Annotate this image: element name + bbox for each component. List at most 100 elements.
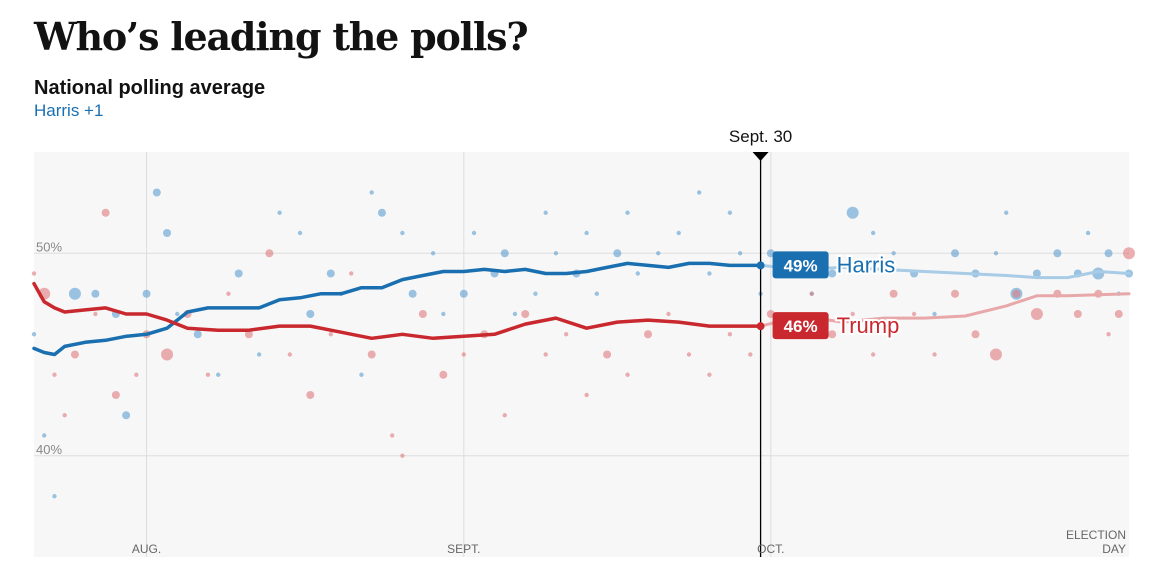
endpoint-trump <box>756 322 765 331</box>
x-tick-label: OCT. <box>757 542 784 556</box>
poll-dot-harris <box>430 251 436 256</box>
poll-dot-trump <box>932 352 937 357</box>
chart-title: Who’s leading the polls? <box>34 14 529 59</box>
poll-dot-harris <box>122 411 131 420</box>
poll-dot-harris <box>543 210 548 215</box>
poll-dot-trump <box>418 310 427 318</box>
poll-dot-harris <box>459 289 468 298</box>
poll-dot-harris <box>512 311 518 317</box>
poll-dot-harris <box>377 208 386 217</box>
poll-dot-harris <box>676 230 681 236</box>
poll-dot-harris <box>471 230 477 236</box>
poll-dot-harris <box>163 229 172 237</box>
poll-dot-trump <box>502 413 507 418</box>
poll-dot-trump <box>707 372 712 377</box>
poll-dot-trump <box>367 350 376 359</box>
poll-dot-harris <box>234 269 243 278</box>
poll-dot-trump <box>971 330 980 339</box>
poll-dot-trump <box>134 372 139 377</box>
poll-dot-harris <box>993 251 999 256</box>
value-badge-trump <box>772 312 829 340</box>
value-badge-text: 46% <box>784 317 818 336</box>
endpoint-harris <box>756 261 765 270</box>
poll-dot-harris <box>256 352 262 357</box>
poll-dot-trump <box>850 311 855 317</box>
poll-dot-harris <box>306 310 315 318</box>
poll-dot-harris <box>696 190 702 195</box>
poll-dot-harris <box>707 271 712 276</box>
poll-dot-harris <box>737 251 743 256</box>
poll-dot-trump <box>727 332 733 337</box>
poll-dot-trump <box>101 208 110 217</box>
chart-subtitle: National polling average <box>34 77 266 99</box>
poll-dot-harris <box>727 210 733 215</box>
poll-dot-trump <box>389 433 395 438</box>
date-marker[interactable]: Sept. 30 <box>729 127 792 557</box>
poll-dot-trump <box>70 350 79 359</box>
poll-dot-harris <box>870 230 876 236</box>
poll-dot-trump <box>161 348 174 361</box>
poll-dot-harris <box>52 494 57 499</box>
poll-dot-harris <box>68 287 81 300</box>
poll-dot-trump <box>911 311 917 317</box>
poll-dot-harris <box>297 230 303 236</box>
poll-dot-trump <box>828 330 837 339</box>
series-labels: 49% Harris 46% Trump <box>756 250 901 340</box>
trend-line-harris <box>32 261 763 357</box>
poll-dot-harris <box>613 249 622 258</box>
poll-dot-trump <box>625 372 630 377</box>
poll-dot-trump <box>1012 289 1021 298</box>
poll-dot-trump <box>328 332 333 337</box>
poll-dot-trump <box>461 352 467 357</box>
x-tick-label: DAY <box>1102 542 1126 556</box>
poll-dot-trump <box>31 271 37 276</box>
value-badge-text: 49% <box>784 256 818 275</box>
poll-dot-harris <box>142 289 151 298</box>
projection-line-harris <box>759 263 1131 280</box>
x-tick-label: AUG. <box>132 542 161 556</box>
poll-dot-harris <box>326 269 335 278</box>
poll-dot-harris <box>1032 269 1041 278</box>
poll-dot-harris <box>216 372 221 377</box>
poll-dot-trump <box>521 310 530 318</box>
value-badge-harris <box>772 251 829 279</box>
trend-line-trump <box>32 281 763 341</box>
poll-dot-harris <box>175 311 180 317</box>
poll-dot-harris <box>553 251 559 256</box>
poll-dot-trump <box>1073 310 1082 318</box>
poll-dot-trump <box>889 289 898 298</box>
poll-dot-harris <box>1104 249 1113 258</box>
poll-dot-harris <box>635 271 640 276</box>
poll-dot-trump <box>52 372 57 377</box>
poll-dot-harris <box>891 251 896 256</box>
y-tick-label: 50% <box>36 239 62 254</box>
poll-dot-trump <box>111 391 120 399</box>
poll-dot-trump <box>584 392 589 398</box>
poll-dot-trump <box>989 348 1002 361</box>
poll-dot-trump <box>205 372 211 377</box>
poll-dot-trump <box>809 291 814 296</box>
poll-dot-trump <box>603 350 612 359</box>
series-name-harris: Harris <box>837 252 896 277</box>
poll-dot-trump <box>244 330 253 339</box>
poll-dot-harris <box>277 210 282 215</box>
trend-lines <box>32 261 1131 357</box>
poll-dot-harris <box>533 291 538 296</box>
poll-dot-harris <box>1085 230 1091 236</box>
poll-dot-harris <box>500 249 509 258</box>
poll-dot-harris <box>846 206 859 219</box>
poll-dot-trump <box>748 352 753 357</box>
series-name-trump: Trump <box>837 313 900 338</box>
poll-dot-trump <box>349 271 354 276</box>
poll-dot-trump <box>265 249 274 258</box>
poll-dot-trump <box>563 332 569 337</box>
leader-text: Harris +1 <box>34 101 104 120</box>
poll-dot-harris <box>31 332 37 337</box>
marker-date-label: Sept. 30 <box>729 127 792 146</box>
poll-dot-trump <box>951 289 960 298</box>
poll-dot-trump <box>1114 310 1123 318</box>
poll-dot-harris <box>91 289 100 298</box>
poll-dot-trump <box>644 330 653 339</box>
poll-dot-trump <box>287 352 293 357</box>
